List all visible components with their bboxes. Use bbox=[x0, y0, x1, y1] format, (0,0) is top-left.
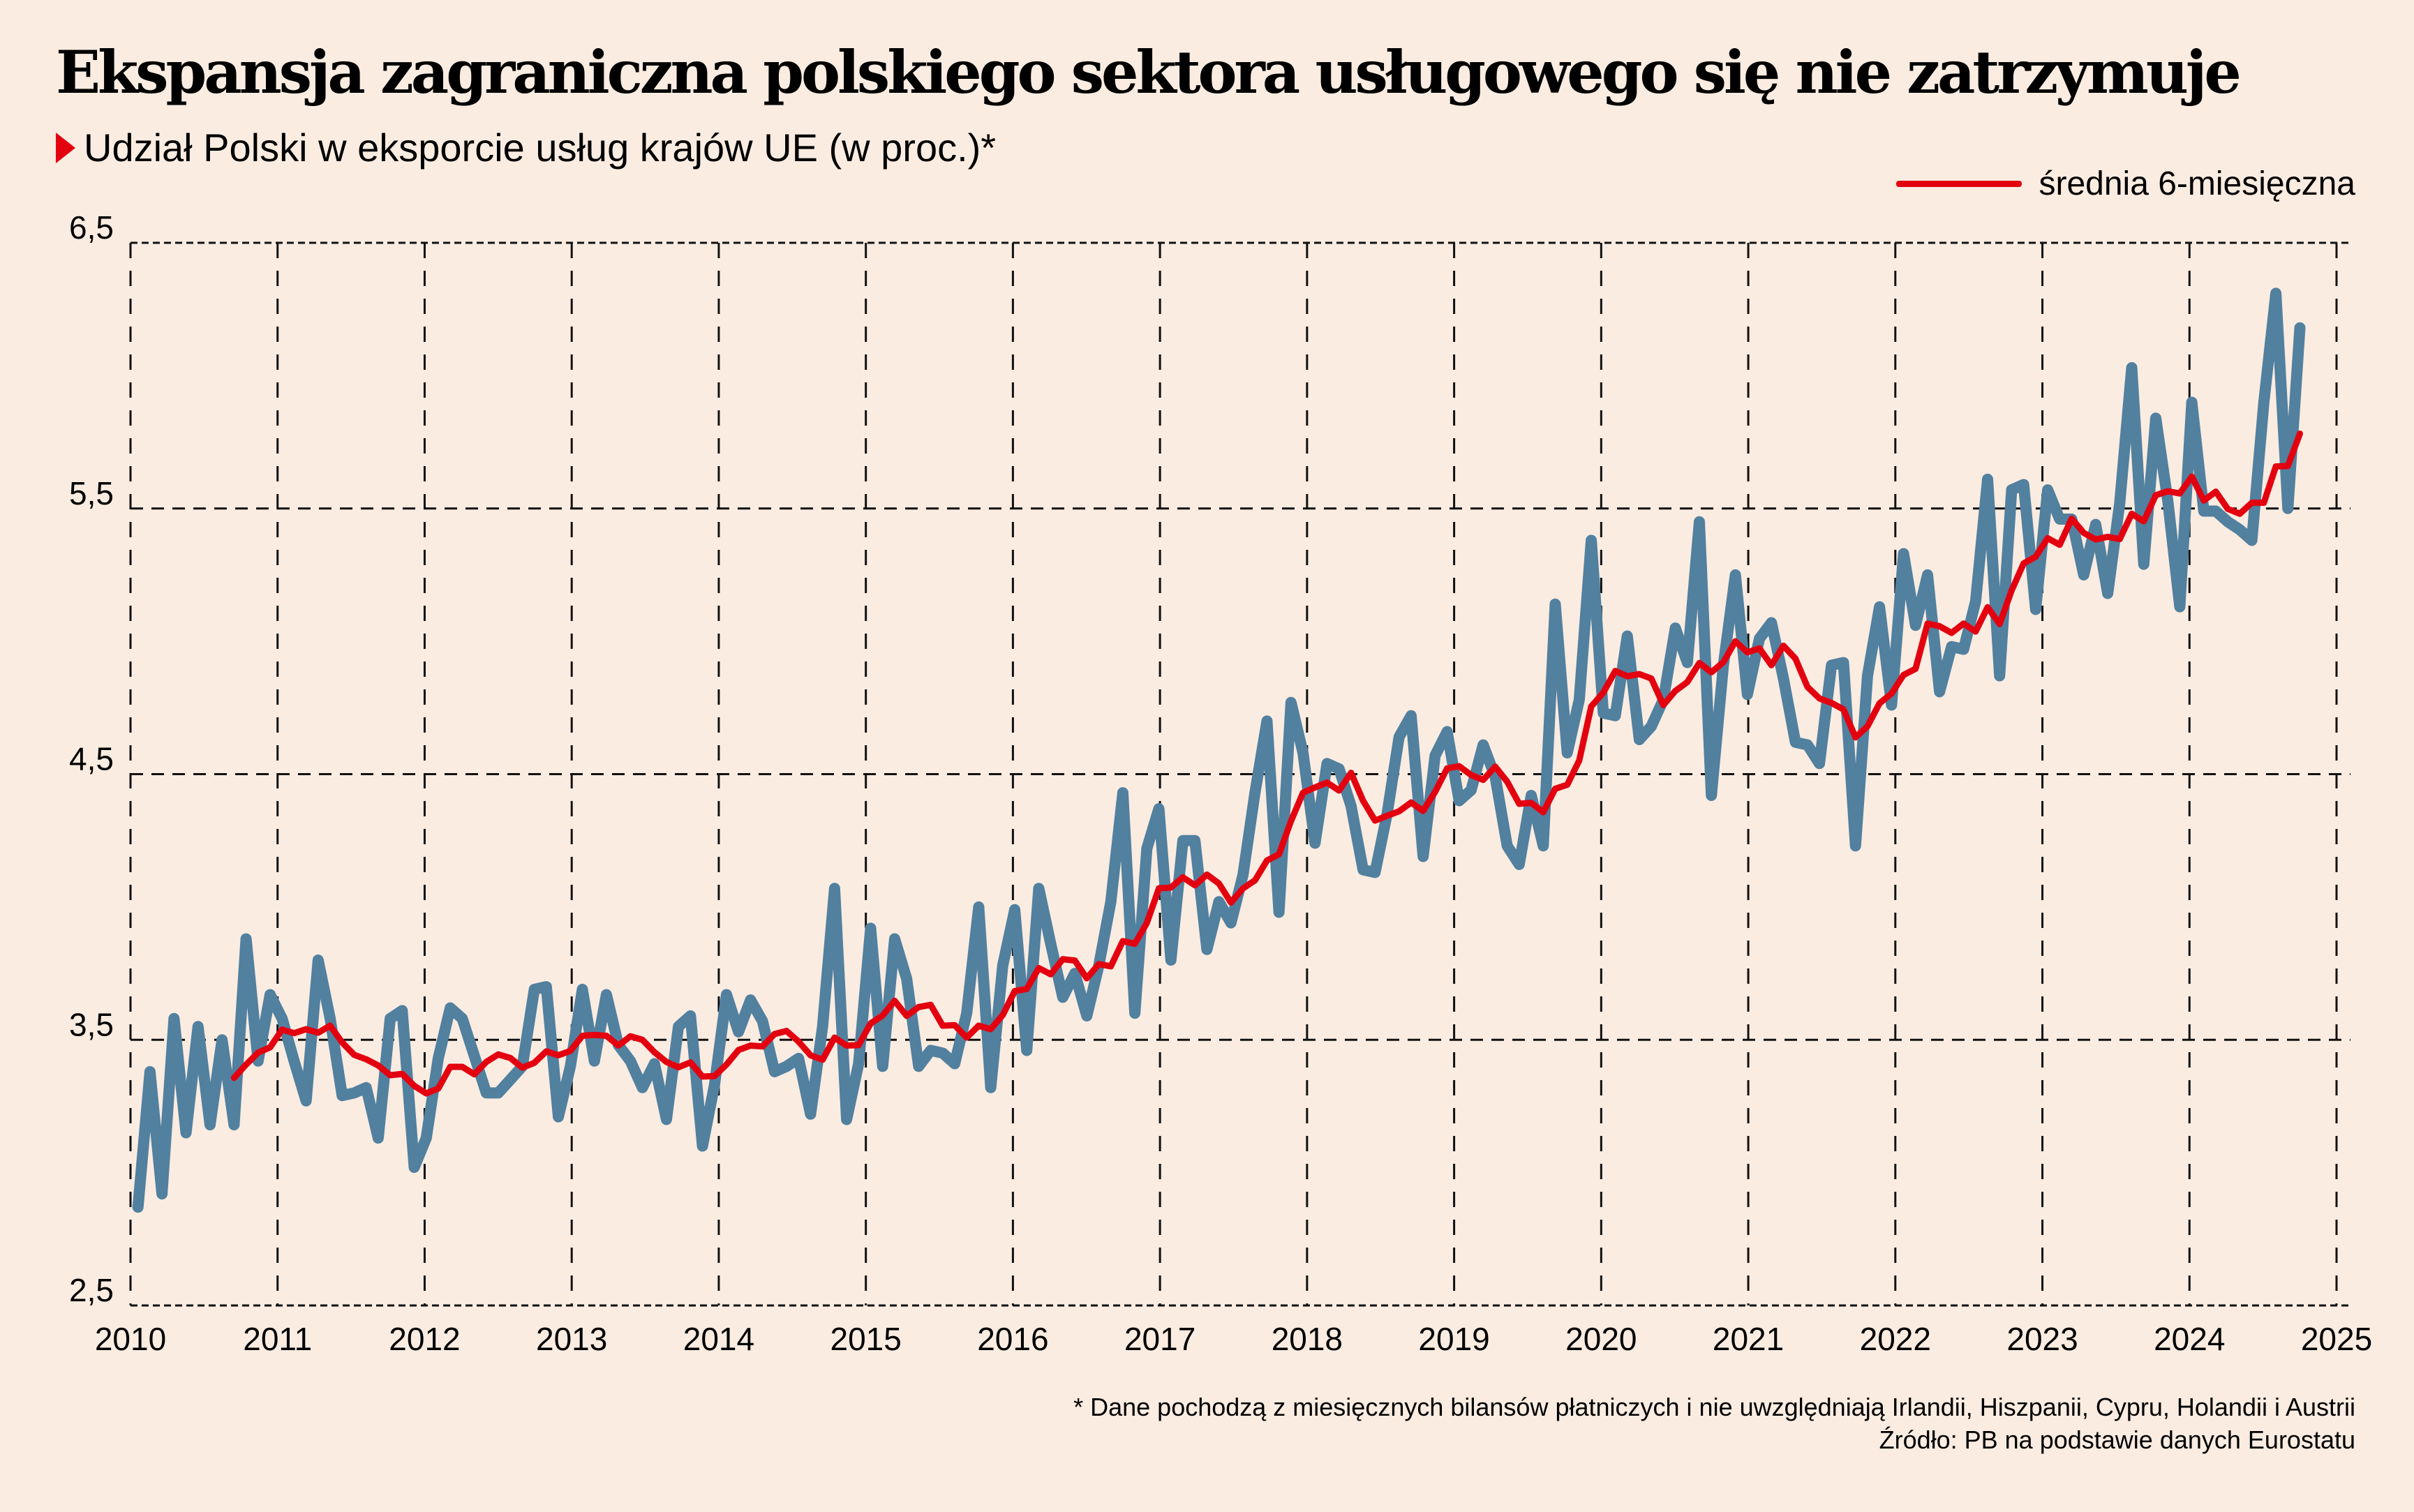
x-tick-label: 2023 bbox=[2006, 1321, 2078, 1357]
x-tick-label: 2022 bbox=[1860, 1321, 1931, 1357]
legend-swatch-average bbox=[1896, 181, 2022, 187]
y-tick-label: 2,5 bbox=[69, 1272, 114, 1308]
x-tick-label: 2020 bbox=[1565, 1321, 1637, 1357]
y-tick-label: 3,5 bbox=[69, 1006, 114, 1042]
legend: średnia 6-miesięczna bbox=[1896, 165, 2355, 203]
x-tick-label: 2025 bbox=[2301, 1321, 2372, 1357]
chart-title: Ekspansja zagraniczna polskiego sektora … bbox=[56, 38, 2242, 107]
chart-subtitle: Udział Polski w eksporcie usług krajów U… bbox=[56, 124, 996, 171]
x-tick-label: 2012 bbox=[389, 1321, 460, 1357]
x-tick-label: 2010 bbox=[95, 1321, 166, 1357]
x-tick-label: 2019 bbox=[1418, 1321, 1489, 1357]
x-tick-label: 2017 bbox=[1124, 1321, 1195, 1357]
grid bbox=[129, 241, 2350, 1307]
x-tick-label: 2013 bbox=[536, 1321, 607, 1357]
subtitle-text: Udział Polski w eksporcie usług krajów U… bbox=[84, 126, 997, 170]
x-tick-label: 2018 bbox=[1272, 1321, 1343, 1357]
triangle-marker-icon bbox=[56, 132, 75, 163]
footnote-source: Źródło: PB na podstawie danych Eurostatu bbox=[1879, 1425, 2355, 1454]
x-tick-label: 2021 bbox=[1713, 1321, 1784, 1357]
x-tick-label: 2016 bbox=[977, 1321, 1048, 1357]
y-tick-label: 5,5 bbox=[69, 475, 114, 511]
footnote-note: * Dane pochodzą z miesięcznych bilansów … bbox=[1073, 1393, 2355, 1421]
x-tick-label: 2011 bbox=[243, 1321, 312, 1357]
legend-label-average: średnia 6-miesięczna bbox=[2039, 165, 2355, 202]
y-axis-ticks: 2,5 3,5 4,5 5,5 6,5 bbox=[69, 209, 114, 1308]
series-layer bbox=[132, 287, 2306, 1213]
x-axis-ticks: 2010 2011 2012 2013 2014 2015 2016 2017 2018 2019… bbox=[95, 1321, 2372, 1357]
y-tick-label: 4,5 bbox=[69, 741, 114, 777]
x-tick-label: 2015 bbox=[830, 1321, 901, 1357]
x-tick-label: 2024 bbox=[2154, 1321, 2225, 1357]
y-tick-label: 6,5 bbox=[69, 209, 114, 246]
x-tick-label: 2014 bbox=[683, 1321, 754, 1357]
footnote: * Dane pochodzą z miesięcznych bilansów … bbox=[1073, 1391, 2355, 1457]
